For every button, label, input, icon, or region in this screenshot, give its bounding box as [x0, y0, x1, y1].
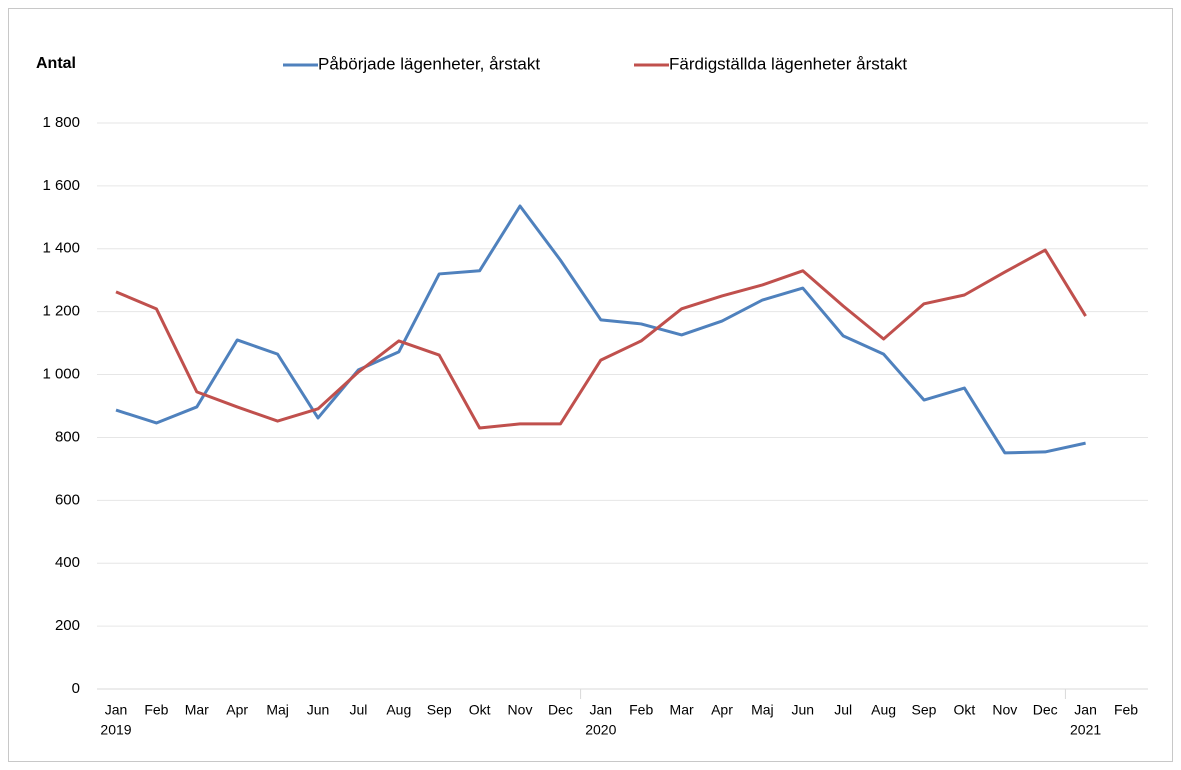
x-tick-label: Mar: [185, 702, 209, 718]
series-line: [115, 248, 1087, 430]
x-tick-label: Jul: [349, 702, 367, 718]
x-tick-label: Dec: [1033, 702, 1058, 718]
series-line: [115, 204, 1086, 455]
x-year-label: 2020: [585, 722, 616, 738]
legend-label: Färdigställda lägenheter årstakt: [669, 54, 907, 73]
x-tick-label: Jan: [1074, 702, 1097, 718]
y-tick-label: 400: [55, 554, 80, 571]
x-tick-label: Jan: [105, 702, 128, 718]
x-tick-label: Apr: [711, 702, 733, 718]
chart-border: [8, 8, 1173, 762]
x-year-label: 2021: [1070, 722, 1101, 738]
y-tick-label: 0: [72, 680, 80, 697]
x-tick-label: Feb: [629, 702, 653, 718]
y-tick-label: 1 800: [42, 114, 80, 131]
x-tick-label: Dec: [548, 702, 573, 718]
x-tick-label: Sep: [427, 702, 452, 718]
x-year-label: 2019: [100, 722, 131, 738]
x-tick-label: Feb: [144, 702, 168, 718]
x-tick-label: Nov: [992, 702, 1017, 718]
x-tick-label: Aug: [871, 702, 896, 718]
x-tick-label: Aug: [386, 702, 411, 718]
x-tick-label: Sep: [912, 702, 937, 718]
y-tick-label: 200: [55, 617, 80, 634]
y-tick-label: 1 200: [42, 303, 80, 320]
x-tick-label: Nov: [508, 702, 533, 718]
x-tick-label: Okt: [469, 702, 491, 718]
x-tick-label: Jan: [590, 702, 613, 718]
x-tick-label: Feb: [1114, 702, 1138, 718]
x-tick-label: Apr: [226, 702, 248, 718]
x-tick-label: Maj: [751, 702, 774, 718]
y-tick-label: 1 600: [42, 177, 80, 194]
y-axis-label: Antal: [36, 55, 76, 72]
x-tick-label: Maj: [266, 702, 289, 718]
x-tick-label: Okt: [954, 702, 976, 718]
y-tick-label: 600: [55, 491, 80, 508]
y-tick-label: 800: [55, 428, 80, 445]
x-tick-label: Jun: [307, 702, 330, 718]
x-tick-label: Jun: [792, 702, 815, 718]
x-tick-label: Mar: [670, 702, 694, 718]
legend-label: Påbörjade lägenheter, årstakt: [318, 54, 540, 73]
y-tick-label: 1 400: [42, 240, 80, 257]
x-tick-label: Jul: [834, 702, 852, 718]
y-tick-label: 1 000: [42, 366, 80, 383]
